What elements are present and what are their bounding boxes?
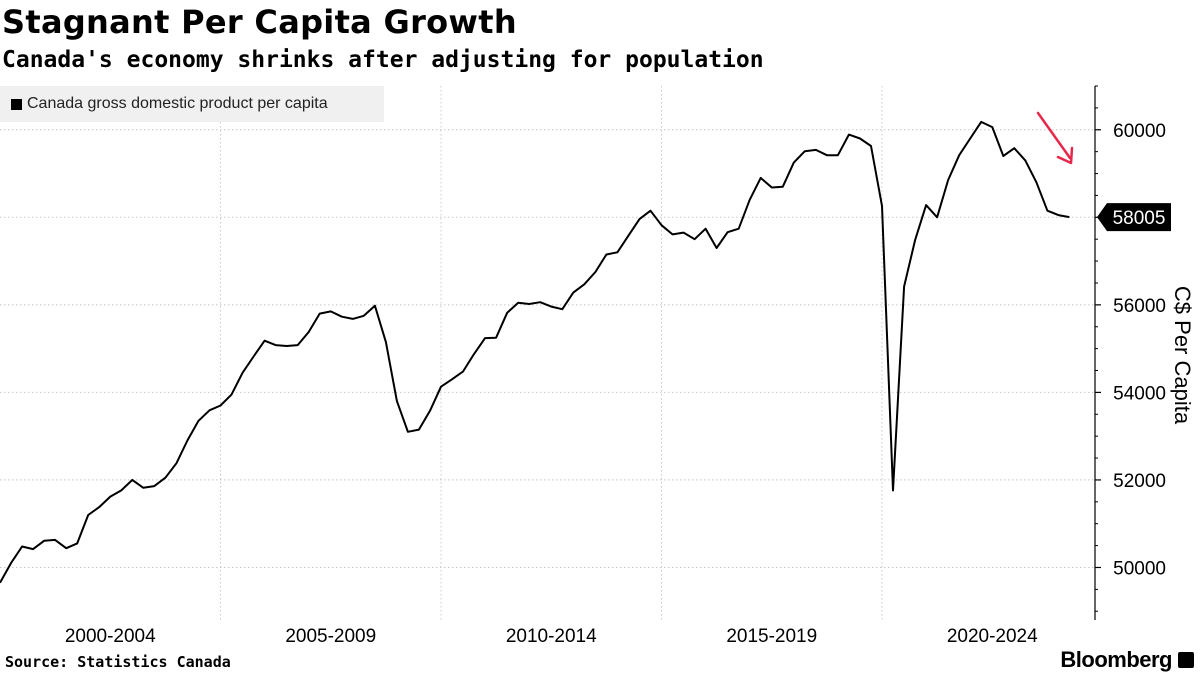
x-tick-label: 2010-2014 [506,626,597,647]
x-tick-label: 2000-2004 [65,626,156,647]
bloomberg-logo-text: Bloomberg [1060,647,1172,672]
legend: Canada gross domestic product per capita [0,86,384,122]
y-tick-label: 54000 [1113,383,1166,404]
chart-subtitle: Canada's economy shrinks after adjusting… [2,47,764,73]
gdp-per-capita-line [0,120,1070,584]
trend-down-arrow [1036,111,1074,165]
y-axis: 500005200054000560005800060000 [1094,85,1166,620]
chart-title: Stagnant Per Capita Growth [2,3,517,41]
x-tick-label: 2015-2019 [726,626,817,647]
grid-lines [0,86,1095,620]
y-tick-label: 52000 [1113,471,1166,492]
trend-arrow-shaft [1036,111,1072,160]
x-axis: 2000-2004 2005-2009 2010-2014 2015-2019 2020… [65,626,1038,647]
trend-arrow-head [1056,146,1074,165]
y-tick-label: 50000 [1113,558,1166,579]
y-axis-title: C$ Per Capita [1170,285,1195,425]
last-value-label: 58005 [1113,208,1166,229]
legend-label: Canada gross domestic product per capita [27,95,328,112]
bloomberg-logo-icon [1178,652,1194,668]
y-tick-label: 56000 [1113,296,1166,317]
brand: Bloomberg [1060,647,1194,673]
legend-swatch-icon [11,98,22,110]
x-tick-label: 2020-2024 [947,626,1038,647]
last-value-badge-shape [1097,203,1171,232]
last-value-badge: 58005 [1097,203,1171,232]
x-tick-label: 2005-2009 [285,626,376,647]
y-tick-label: 60000 [1113,121,1166,142]
source-note: Source: Statistics Canada [5,653,231,671]
